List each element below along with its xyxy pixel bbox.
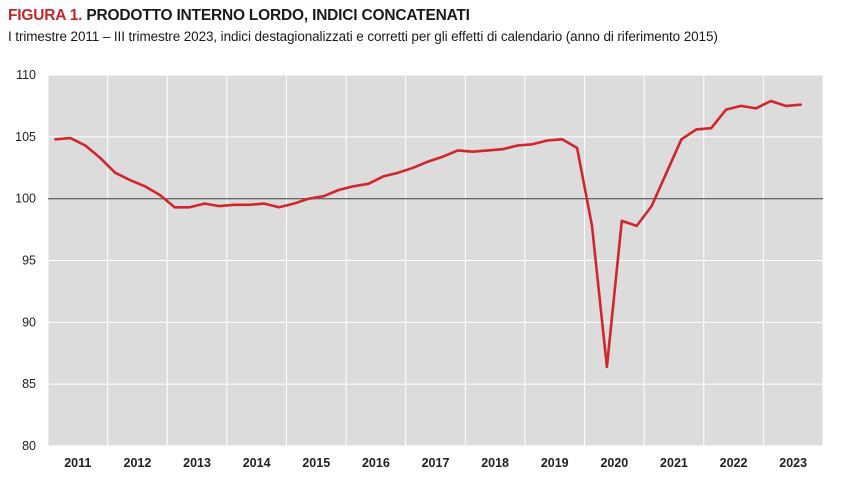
x-tick-label: 2023	[779, 456, 807, 470]
data-point	[769, 99, 773, 103]
data-point	[307, 197, 311, 200]
y-tick-label: 100	[15, 192, 36, 206]
data-point	[486, 149, 489, 152]
data-point	[650, 204, 653, 208]
data-point	[84, 144, 87, 147]
data-point	[143, 185, 147, 188]
x-axis-tick-labels: 2011 2012 2013 2014 2015 2016 2017 2018 2019 2020…	[64, 456, 807, 470]
data-point	[69, 136, 72, 140]
data-point	[277, 206, 281, 209]
data-point	[203, 202, 206, 205]
data-point	[695, 128, 698, 131]
x-tick-label: 2011	[64, 456, 91, 470]
data-point	[501, 148, 504, 151]
data-point	[620, 219, 623, 223]
x-tick-label: 2017	[422, 456, 450, 470]
data-point	[188, 206, 191, 209]
data-point	[799, 103, 802, 106]
data-point	[54, 138, 57, 141]
data-point	[426, 160, 430, 163]
data-point	[531, 143, 534, 146]
data-point	[411, 166, 415, 169]
data-point	[724, 108, 728, 111]
data-point	[471, 150, 474, 153]
data-point	[441, 155, 445, 158]
x-tick-label: 2022	[720, 456, 748, 470]
data-point	[635, 224, 638, 228]
data-point	[218, 204, 221, 208]
x-tick-label: 2012	[124, 456, 152, 470]
data-point	[233, 203, 236, 207]
data-point	[605, 365, 609, 369]
data-point	[784, 104, 787, 108]
x-tick-label: 2014	[243, 456, 271, 470]
data-point	[158, 193, 161, 197]
data-point	[292, 202, 296, 205]
data-point	[113, 171, 117, 174]
data-point	[754, 107, 758, 110]
data-point	[248, 203, 251, 207]
y-tick-label: 95	[22, 254, 36, 268]
data-point	[173, 206, 176, 209]
y-tick-label: 105	[15, 130, 36, 144]
x-tick-label: 2021	[660, 456, 688, 470]
figure-subtitle: I trimestre 2011 – III trimestre 2023, i…	[8, 29, 718, 44]
y-tick-label: 90	[22, 315, 36, 329]
data-point	[456, 149, 460, 152]
data-point	[262, 202, 266, 205]
data-point	[590, 224, 594, 228]
y-tick-label: 110	[16, 68, 36, 82]
x-tick-label: 2015	[302, 456, 330, 470]
data-point	[516, 144, 519, 147]
figure-title: FIGURA 1. PRODOTTO INTERNO LORDO, INDICI…	[8, 7, 470, 25]
horizontal-gridlines	[48, 74, 823, 447]
figure-title-text: PRODOTTO INTERNO LORDO, INDICI CONCATENA…	[86, 7, 470, 24]
data-point	[98, 156, 102, 160]
x-tick-label: 2016	[362, 456, 390, 470]
data-point	[382, 175, 385, 178]
y-axis-tick-labels: 80 85 90 95 100 105 110	[15, 68, 36, 453]
data-point	[710, 126, 713, 130]
data-point	[560, 138, 564, 141]
data-point	[367, 182, 370, 186]
data-point	[546, 139, 549, 142]
data-point	[128, 178, 132, 182]
data-point	[352, 185, 355, 188]
series-points	[54, 99, 802, 369]
data-point	[337, 188, 340, 192]
y-tick-label: 80	[22, 439, 36, 453]
data-point	[322, 194, 325, 198]
x-tick-label: 2019	[541, 456, 569, 470]
data-point	[680, 138, 683, 141]
data-point	[397, 171, 400, 174]
figure-label: FIGURA 1.	[8, 7, 83, 24]
data-point	[665, 171, 668, 174]
data-point	[739, 104, 743, 108]
y-tick-label: 85	[22, 377, 36, 391]
x-tick-label: 2013	[183, 456, 211, 470]
x-tick-label: 2018	[481, 456, 509, 470]
data-point	[575, 146, 579, 150]
x-tick-label: 2020	[600, 456, 628, 470]
